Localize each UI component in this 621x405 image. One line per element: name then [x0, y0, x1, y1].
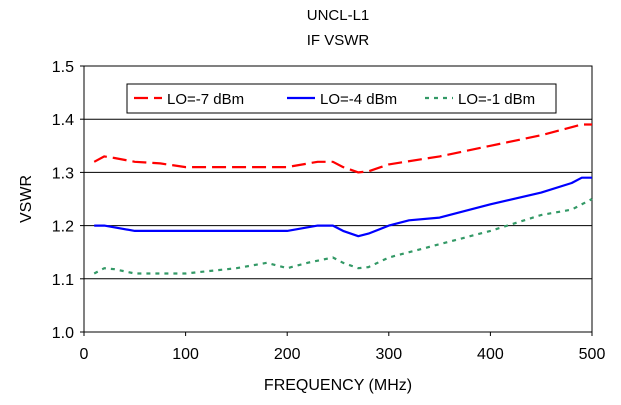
y-tick-label: 1.2 — [52, 219, 74, 236]
chart-subtitle: IF VSWR — [307, 32, 370, 49]
chart-title: UNCL-L1 — [307, 7, 370, 24]
series-line-2 — [94, 176, 592, 238]
x-tick-label: 500 — [579, 346, 606, 363]
x-axis-label: FREQUENCY (MHz) — [264, 377, 412, 394]
series-lines — [93, 123, 593, 275]
legend-label-1: LO=-7 dBm — [167, 91, 244, 108]
y-tick-label: 1.0 — [52, 325, 74, 342]
x-tick-label: 200 — [274, 346, 301, 363]
y-tick-label: 1.3 — [52, 165, 74, 182]
legend-box — [126, 83, 557, 114]
legend-label-2: LO=-4 dBm — [320, 91, 397, 108]
y-tick-label: 1.5 — [52, 59, 74, 76]
y-axis-label: VSWR — [18, 175, 35, 223]
x-tick-label: 400 — [477, 346, 504, 363]
series-line-3 — [93, 198, 593, 275]
y-tick-label: 1.4 — [52, 112, 74, 129]
x-tick-label: 300 — [375, 346, 402, 363]
x-tick-label: 100 — [172, 346, 199, 363]
legend-label-3: LO=-1 dBm — [458, 91, 535, 108]
y-tick-label: 1.1 — [52, 272, 74, 289]
axis-ticks: 1.0 1.1 1.2 1.3 1.4 1.5 0 100 200 300 400 500 — [52, 59, 606, 363]
x-tick-label: 0 — [80, 346, 89, 363]
series-line-1 — [93, 123, 592, 174]
legend: LO=-7 dBm LO=-4 dBm LO=-1 dBm — [126, 83, 557, 114]
